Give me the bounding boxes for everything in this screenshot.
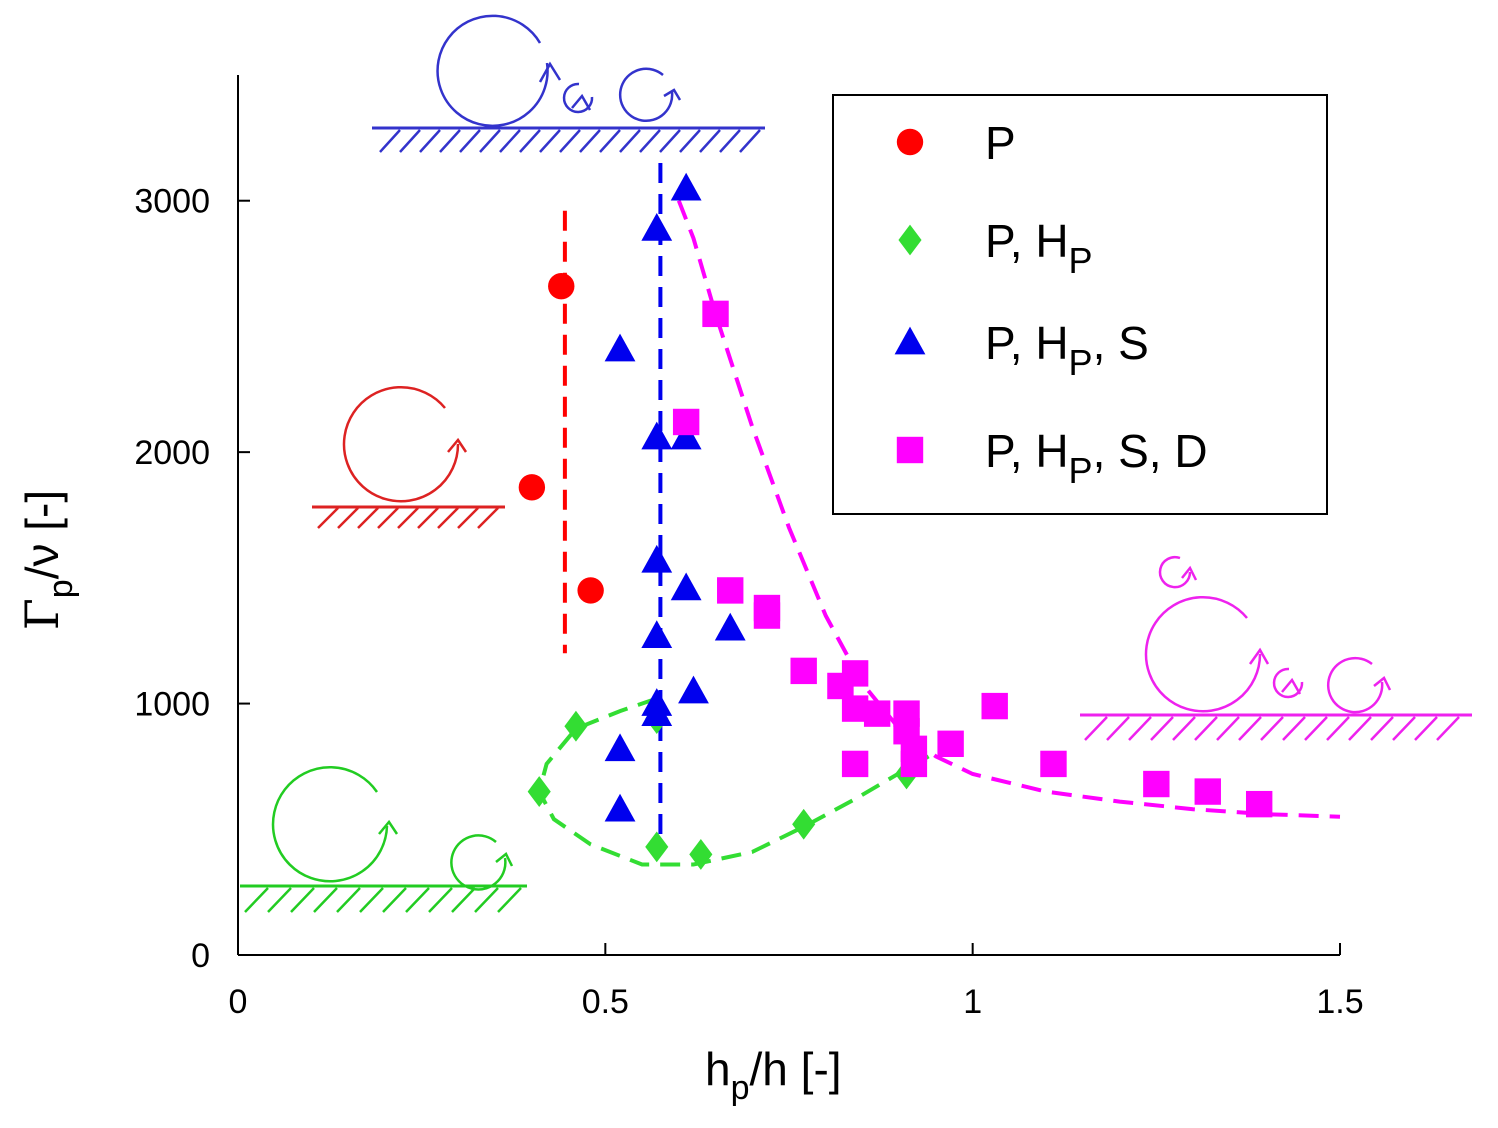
point-circle xyxy=(577,577,604,604)
y-tick-label: 2000 xyxy=(134,434,210,472)
vortex-schematic-magenta xyxy=(1080,555,1472,741)
point-triangle xyxy=(641,544,673,573)
point-square xyxy=(790,657,817,685)
point-diamond xyxy=(645,831,669,863)
point-triangle xyxy=(894,326,926,355)
x-tick-label: 1 xyxy=(963,983,982,1021)
x-ticks: 0 0.5 1 1.5 xyxy=(229,943,1364,1021)
point-triangle xyxy=(604,793,636,822)
point-triangle xyxy=(641,421,673,450)
point-square xyxy=(900,750,928,778)
vortex-schematic-blue xyxy=(372,14,765,153)
point-circle xyxy=(548,273,575,300)
point-triangle xyxy=(670,172,702,201)
point-square xyxy=(1194,778,1221,805)
point-diamond xyxy=(792,808,816,840)
point-diamond xyxy=(564,710,588,742)
point-triangle xyxy=(641,698,673,726)
point-square xyxy=(827,672,854,700)
data-points xyxy=(518,172,1273,870)
point-diamond xyxy=(898,224,922,256)
point-triangle xyxy=(641,620,673,649)
point-square xyxy=(753,602,781,629)
point-triangle xyxy=(604,733,636,762)
point-square xyxy=(841,750,869,778)
point-diamond xyxy=(527,776,551,807)
x-tick-label: 0.5 xyxy=(582,983,629,1021)
point-triangle xyxy=(714,612,746,641)
point-square xyxy=(1245,790,1273,818)
point-triangle xyxy=(670,572,702,601)
legend-label-P: P xyxy=(985,117,1016,169)
x-tick-label: 0 xyxy=(229,983,248,1021)
y-ticks: 0 1000 2000 3000 xyxy=(134,183,250,975)
point-square xyxy=(937,730,964,757)
point-square xyxy=(1040,750,1067,778)
x-tick-label: 1.5 xyxy=(1316,983,1363,1021)
point-diamond xyxy=(689,839,713,870)
point-square xyxy=(896,436,924,464)
y-tick-label: 0 xyxy=(191,937,210,975)
vortex-schematic-red xyxy=(312,385,505,529)
vortex-schematic-green xyxy=(240,766,527,913)
point-triangle xyxy=(670,421,702,450)
point-square xyxy=(981,692,1008,720)
point-circle xyxy=(518,474,546,501)
legend-label-P-Hp-S-D: P, HP, S, D xyxy=(985,425,1208,491)
point-square xyxy=(717,577,744,604)
legend: P P, HP P, HP, S P, HP, S, D xyxy=(894,117,1208,491)
point-triangle xyxy=(604,333,636,362)
y-tick-label: 1000 xyxy=(134,686,210,724)
point-triangle xyxy=(678,675,709,704)
x-axis-label: hp/h [-] xyxy=(705,1043,842,1107)
point-square xyxy=(672,408,700,436)
y-tick-label: 3000 xyxy=(134,183,210,221)
legend-label-P-Hp-S: P, HP, S xyxy=(985,317,1149,383)
point-circle xyxy=(896,128,924,156)
legend-label-P-Hp: P, HP xyxy=(985,215,1093,281)
point-square xyxy=(841,695,869,722)
point-triangle xyxy=(641,212,673,241)
point-square xyxy=(863,700,891,727)
y-axis-label: Γp/ν [-] xyxy=(15,490,80,630)
point-square xyxy=(1143,770,1170,798)
point-square xyxy=(702,300,729,328)
